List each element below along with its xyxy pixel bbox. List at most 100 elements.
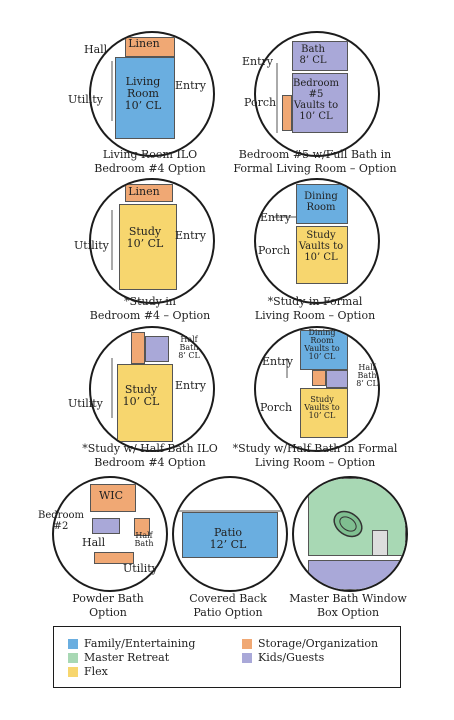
half-bath-label: Half Bath 8’ CL bbox=[356, 363, 378, 388]
caption-study-half-bath: *Study w/ Half Bath ILO Bedroom #4 Optio… bbox=[70, 442, 230, 470]
hall-label: Hall bbox=[82, 536, 106, 549]
caption-patio: Covered Back Patio Option bbox=[178, 592, 278, 620]
linen-room bbox=[125, 184, 173, 202]
caption-line: Living Room ILO bbox=[102, 148, 198, 161]
wic-room bbox=[90, 484, 136, 512]
storage-room bbox=[312, 370, 326, 386]
wall bbox=[286, 358, 288, 378]
option-circle-master-bath bbox=[292, 476, 408, 592]
caption-study-bedroom-4: *Study in Bedroom #4 – Option bbox=[75, 295, 225, 323]
legend-swatch-flex bbox=[68, 667, 78, 677]
porch-label: Porch bbox=[260, 401, 293, 414]
legend-swatch-storage bbox=[242, 639, 252, 649]
wall bbox=[111, 358, 113, 418]
utility-room bbox=[94, 552, 134, 564]
hall-label: Hall bbox=[84, 43, 108, 56]
wall bbox=[276, 63, 278, 133]
utility-label: Utility bbox=[74, 239, 109, 252]
half-bath-room bbox=[145, 336, 169, 362]
caption-line: Box Option bbox=[316, 606, 380, 619]
option-circle-patio bbox=[172, 476, 288, 592]
dining-room bbox=[296, 184, 348, 224]
utility-label: Utility bbox=[68, 397, 103, 410]
half-bath-room bbox=[326, 370, 348, 388]
study-label: Study 10’ CL bbox=[126, 225, 164, 250]
study-label: Study 10’ CL bbox=[122, 383, 160, 408]
storage-room bbox=[131, 332, 145, 364]
legend-swatch-master bbox=[68, 653, 78, 663]
caption-master-bath: Master Bath Window Box Option bbox=[278, 592, 418, 620]
porch-label: Porch bbox=[258, 244, 291, 257]
legend-label-flex: Flex bbox=[84, 665, 108, 678]
legend-swatch-kids bbox=[242, 653, 252, 663]
bath-room bbox=[292, 41, 348, 71]
caption-line: Bedroom #5 w/Full Bath in bbox=[238, 148, 392, 161]
legend-label-master: Master Retreat bbox=[84, 651, 170, 664]
caption-line: Living Room – Option bbox=[254, 309, 376, 322]
option-circle-study-half-bath bbox=[89, 326, 215, 452]
caption-line: Patio Option bbox=[193, 606, 263, 619]
entry-label: Entry bbox=[242, 55, 274, 68]
caption-powder-bath: Powder Bath Option bbox=[58, 592, 158, 620]
half-bath-label: Half Bath 8’ CL bbox=[178, 335, 200, 360]
bedroom-5-room bbox=[292, 73, 348, 133]
bedroom-5-label: Bedroom #5 Vaults to 10’ CL bbox=[293, 78, 339, 122]
storage-room bbox=[134, 518, 150, 536]
wic-label: WIC bbox=[98, 489, 124, 502]
porch-label: Porch bbox=[244, 96, 277, 109]
half-bath-label: Half Bath bbox=[134, 531, 154, 548]
dining-room-label: Dining Room Vaults to 10’ CL bbox=[304, 328, 340, 361]
entry-label: Entry bbox=[175, 379, 207, 392]
caption-line: Bedroom #4 – Option bbox=[89, 309, 211, 322]
tub-icon bbox=[333, 510, 363, 538]
half-bath-room bbox=[92, 518, 120, 534]
caption-line: *Study w/ Half Bath ILO bbox=[82, 442, 218, 455]
entry-label: Entry bbox=[260, 211, 292, 224]
caption-line: Bedroom #4 Option bbox=[94, 456, 206, 469]
patio-label: Patio 12’ CL bbox=[209, 526, 247, 551]
caption-line: Covered Back bbox=[189, 592, 267, 605]
linen-room bbox=[125, 37, 175, 57]
caption-bedroom-5: Bedroom #5 w/Full Bath in Formal Living … bbox=[225, 148, 405, 176]
legend-swatch-family bbox=[68, 639, 78, 649]
wall bbox=[111, 210, 113, 270]
legend: Family/Entertaining Storage/Organization… bbox=[53, 626, 401, 688]
caption-line: Living Room – Option bbox=[254, 456, 376, 469]
option-circle-powder-bath bbox=[52, 476, 168, 592]
entry-label: Entry bbox=[262, 355, 294, 368]
caption-line: Powder Bath bbox=[72, 592, 144, 605]
study-room bbox=[296, 226, 348, 284]
dining-room bbox=[300, 330, 348, 370]
utility-label: Utility bbox=[123, 562, 158, 575]
option-circle-study-half-bath-formal bbox=[254, 326, 380, 452]
wall bbox=[272, 216, 296, 218]
option-circle-bedroom-5 bbox=[254, 31, 380, 157]
entry-label: Entry bbox=[175, 79, 207, 92]
caption-line: *Study w/Half Bath in Formal bbox=[232, 442, 398, 455]
caption-line: Formal Living Room – Option bbox=[233, 162, 397, 175]
linen-label: Linen bbox=[128, 185, 160, 198]
option-circle-study-bedroom-4 bbox=[89, 178, 215, 304]
window-box bbox=[372, 530, 388, 556]
study-room bbox=[117, 364, 173, 442]
study-room bbox=[300, 388, 348, 438]
caption-living-room: Living Room ILO Bedroom #4 Option bbox=[75, 148, 225, 176]
caption-line: Bedroom #4 Option bbox=[94, 162, 206, 175]
wall bbox=[111, 61, 113, 121]
bath-label: Bath 8’ CL bbox=[299, 44, 327, 66]
living-room bbox=[115, 57, 175, 139]
caption-line: Option bbox=[89, 606, 127, 619]
closet-room bbox=[282, 95, 292, 131]
patio-room bbox=[182, 512, 278, 558]
entry-label: Entry bbox=[175, 229, 207, 242]
legend-label-kids: Kids/Guests bbox=[258, 651, 325, 664]
study-label: Study Vaults to 10’ CL bbox=[298, 230, 344, 263]
caption-study-formal-living: *Study in Formal Living Room – Option bbox=[225, 295, 405, 323]
study-room bbox=[119, 204, 177, 290]
bedroom-2-label: Bedroom #2 bbox=[38, 510, 84, 532]
option-circle-living-room bbox=[89, 31, 215, 157]
legend-label-storage: Storage/Organization bbox=[258, 637, 379, 650]
study-label: Study Vaults to 10’ CL bbox=[304, 395, 340, 420]
caption-line: Master Bath Window bbox=[289, 592, 407, 605]
